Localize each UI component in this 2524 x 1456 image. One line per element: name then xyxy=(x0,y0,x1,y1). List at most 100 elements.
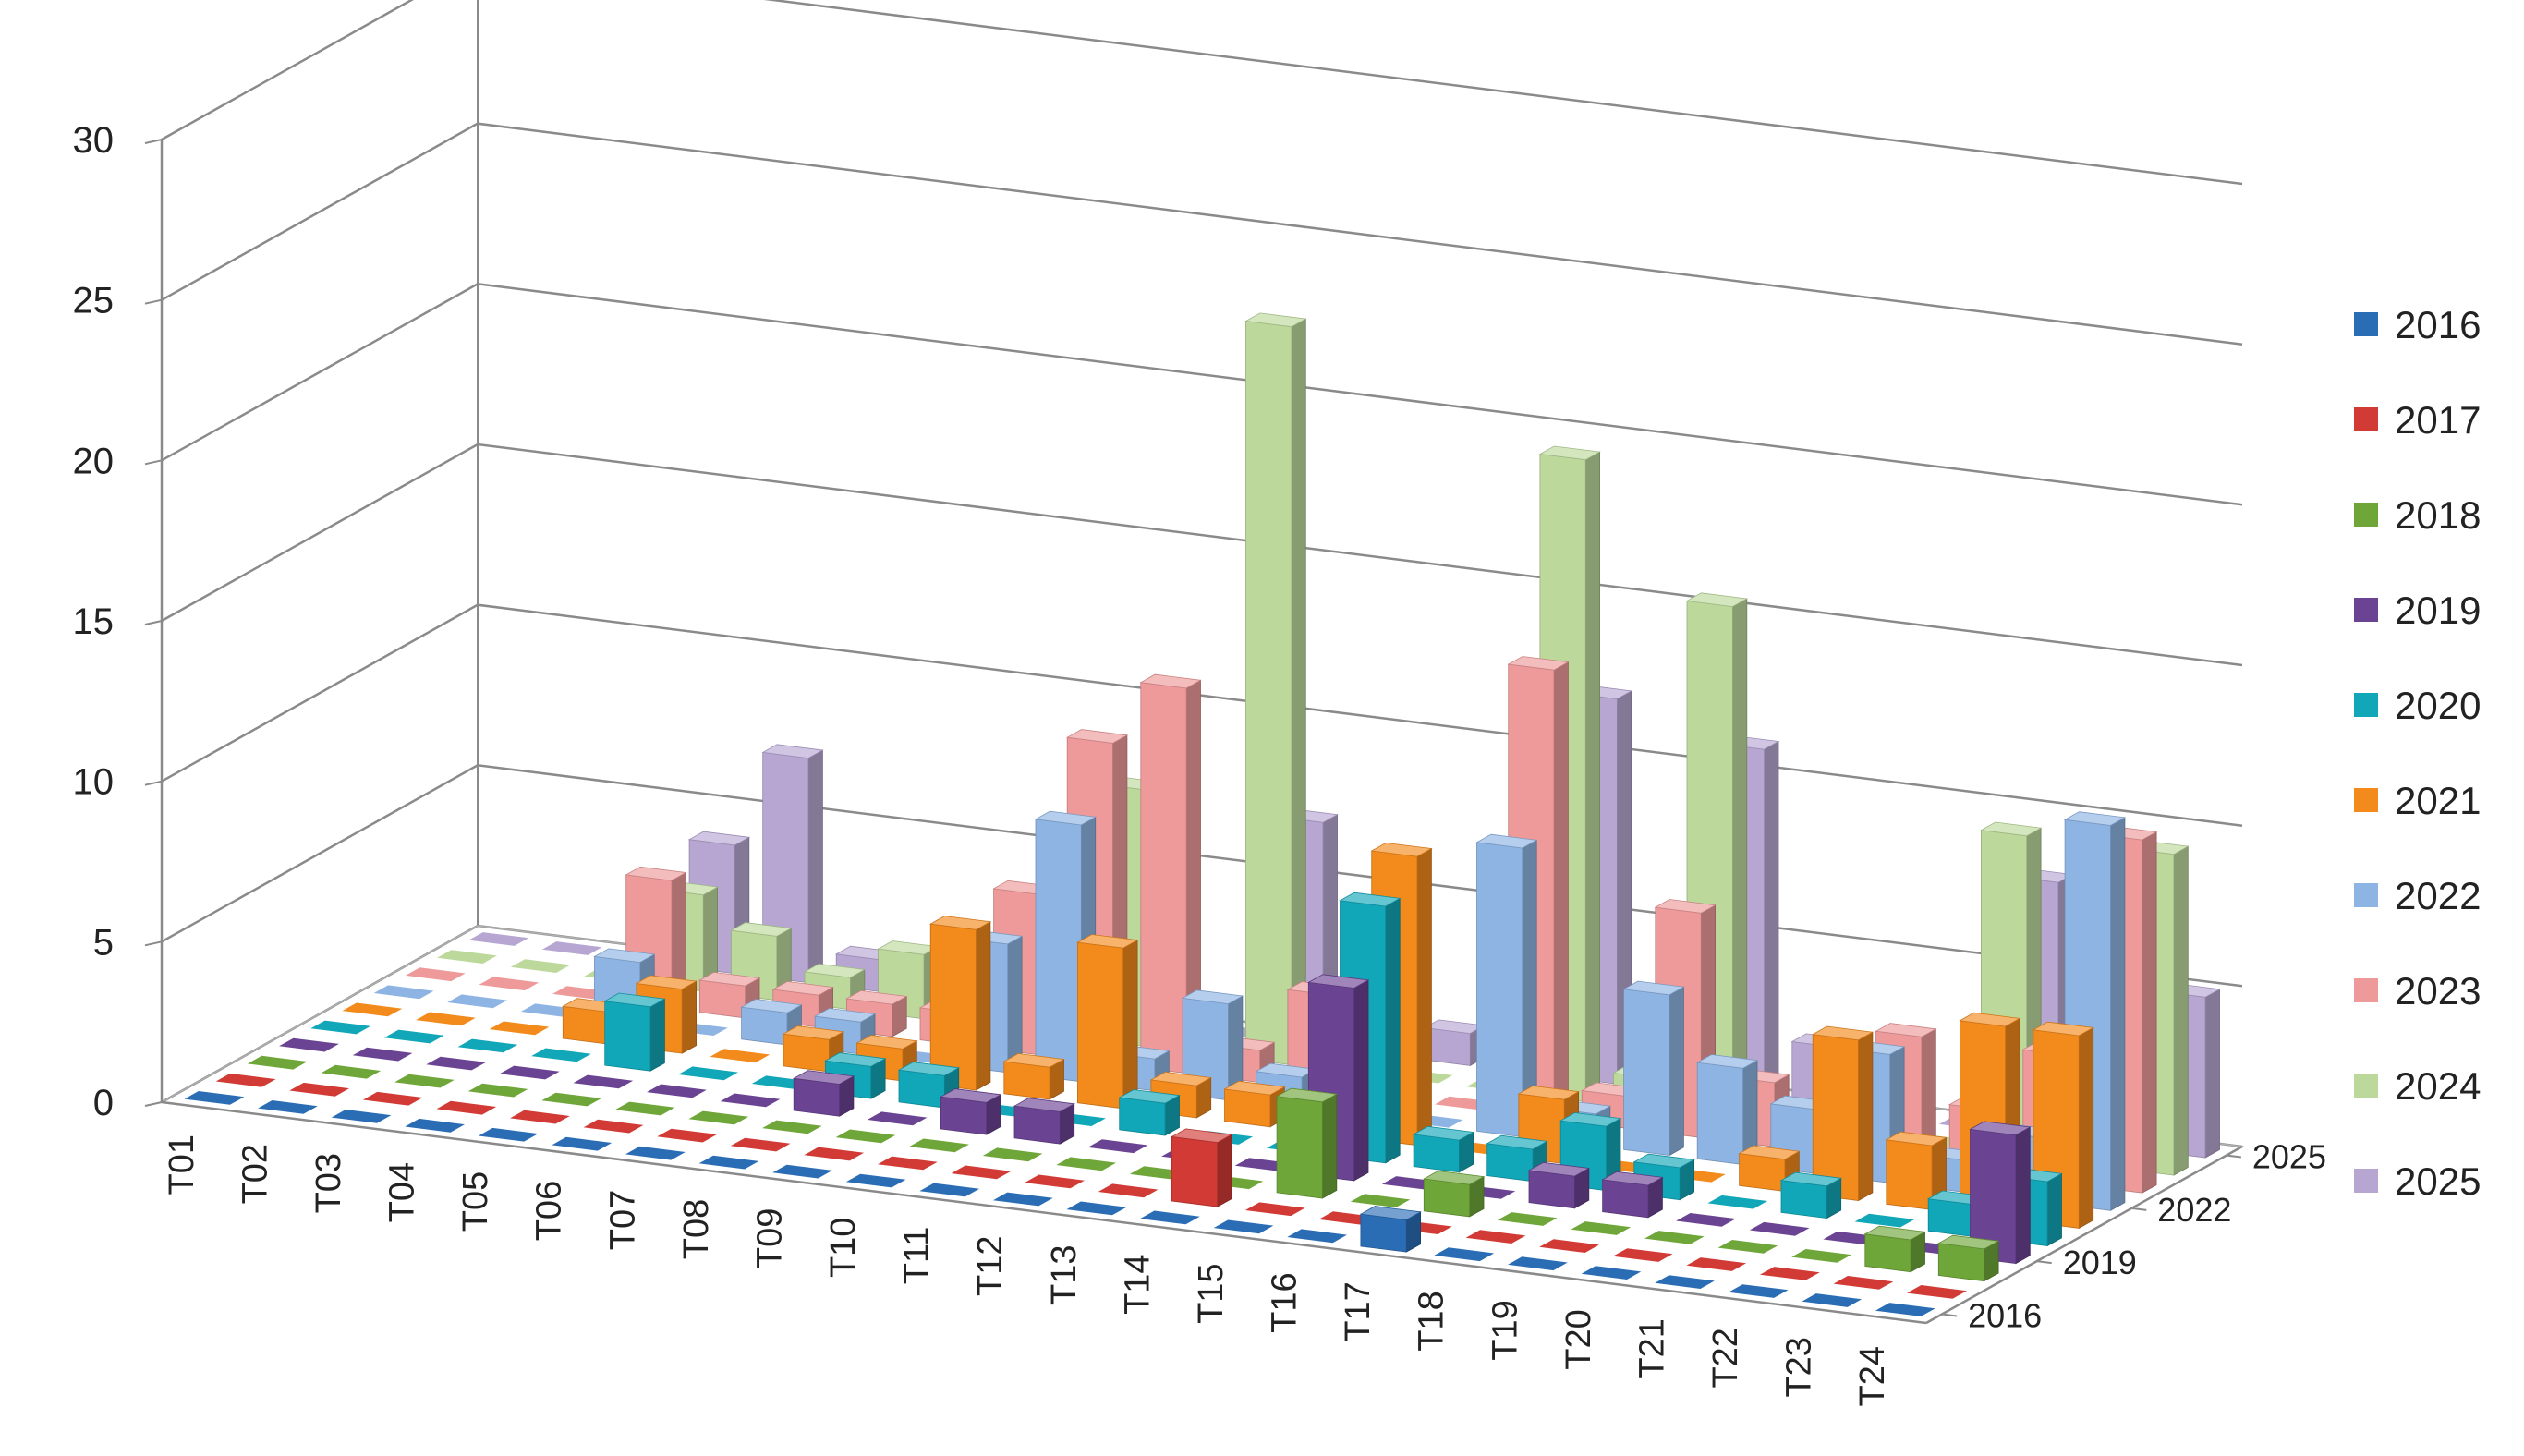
legend-label: 2019 xyxy=(2395,588,2481,632)
zero-marker xyxy=(1539,1239,1599,1253)
bar-top xyxy=(2063,811,2127,826)
y-tick-mark xyxy=(144,459,163,466)
x-axis-line xyxy=(161,1100,1927,1325)
bar-front xyxy=(1739,1153,1786,1192)
bar-side xyxy=(807,749,823,984)
bar-T21-2021 xyxy=(1811,1025,1875,1202)
zero-marker xyxy=(436,1100,497,1115)
legend-label: 2021 xyxy=(2395,779,2481,822)
bar-top xyxy=(603,992,666,1008)
bar-T07-2019 xyxy=(720,1093,781,1108)
zero-marker xyxy=(1686,1257,1747,1271)
bar-front xyxy=(698,979,746,1019)
bar-top xyxy=(855,1035,918,1050)
x-tick-label: T15 xyxy=(1192,1263,1231,1323)
bar-top xyxy=(1654,899,1717,914)
zero-marker xyxy=(215,1073,276,1087)
zero-marker xyxy=(405,1118,465,1133)
bar-T22-2016 xyxy=(1728,1284,1789,1298)
zero-marker xyxy=(720,1093,781,1108)
bar-top xyxy=(940,1088,1002,1103)
gridline-20 xyxy=(161,283,2243,506)
bar-T20-2020 xyxy=(1707,1195,1768,1209)
bar-T01-2024 xyxy=(437,950,497,964)
y-tick-label: 20 xyxy=(73,441,115,481)
zero-marker xyxy=(342,1002,403,1017)
bar-T10-2017 xyxy=(878,1156,938,1171)
zero-marker xyxy=(710,1049,771,1063)
zero-marker xyxy=(845,1173,906,1188)
bar-T02-2020 xyxy=(383,1029,444,1044)
bar-front xyxy=(1486,1143,1534,1183)
bar-T11-2017 xyxy=(951,1165,1012,1180)
bar-top xyxy=(1339,892,1402,907)
x-tick-label: T04 xyxy=(382,1162,421,1222)
x-tick-label: T08 xyxy=(677,1199,716,1259)
legend-swatch xyxy=(2354,407,2378,431)
bar-side xyxy=(1416,847,1432,1147)
bar-top xyxy=(1632,1153,1695,1169)
bar-T05-2025 xyxy=(761,744,824,984)
bar-front xyxy=(1937,1243,1985,1282)
bar-T12-2024 xyxy=(1244,312,1307,1066)
bar-side xyxy=(1584,451,1600,1103)
zero-marker xyxy=(1497,1212,1558,1226)
bar-T01-2019 xyxy=(279,1037,339,1052)
bar-top xyxy=(1738,1145,1801,1160)
zero-marker xyxy=(373,985,434,1000)
bar-T03-2019 xyxy=(426,1056,486,1071)
bar-T12-2020 xyxy=(1118,1089,1181,1136)
zero-marker xyxy=(499,1065,560,1080)
bar-front xyxy=(1077,941,1124,1110)
bars-layer xyxy=(184,312,2221,1316)
bar-T08-2017 xyxy=(730,1137,791,1152)
bar-T13-2017 xyxy=(1098,1183,1159,1198)
zero-marker xyxy=(583,1119,644,1134)
bar-top xyxy=(803,963,867,978)
depth-tick-mark xyxy=(2226,1154,2242,1159)
zero-marker xyxy=(394,1074,455,1088)
bar-T24-2016 xyxy=(1875,1303,1935,1316)
bar-T08-2019 xyxy=(792,1070,855,1117)
x-tick-label: T14 xyxy=(1118,1254,1157,1314)
bar-side xyxy=(1385,897,1401,1164)
bar-side xyxy=(2110,817,2126,1211)
bar-T16-2018 xyxy=(1350,1194,1411,1207)
bar-top xyxy=(1065,729,1129,744)
bar-front xyxy=(783,1033,830,1073)
zero-marker xyxy=(247,1055,308,1070)
bar-top xyxy=(2032,1021,2094,1037)
legend-item-2017: 2017 xyxy=(2354,398,2481,442)
bar-T02-2016 xyxy=(258,1100,318,1114)
bar-T05-2020 xyxy=(603,992,666,1072)
bar-T18-2022 xyxy=(1622,980,1685,1157)
bar-top xyxy=(1475,833,1538,849)
y-tick-label: 0 xyxy=(93,1083,114,1123)
x-tick-label: T23 xyxy=(1780,1337,1819,1397)
zero-marker xyxy=(510,959,571,973)
zero-marker xyxy=(804,1147,865,1161)
legend-swatch xyxy=(2354,598,2378,622)
depth-tick-mark xyxy=(2131,1207,2147,1211)
zero-marker xyxy=(1066,1201,1127,1216)
bar-side xyxy=(1007,935,1023,1074)
zero-marker xyxy=(1791,1249,1851,1263)
zero-marker xyxy=(1098,1183,1159,1198)
bar-front xyxy=(1360,1213,1407,1253)
legend-item-2019: 2019 xyxy=(2354,588,2481,632)
bar-top xyxy=(1118,1089,1181,1104)
zero-marker xyxy=(867,1111,928,1126)
y-tick-mark xyxy=(144,620,163,625)
bar-T14-2017 xyxy=(1171,1128,1233,1207)
zero-marker xyxy=(1056,1157,1117,1171)
x-tick-label: T06 xyxy=(530,1181,569,1241)
bar-front xyxy=(741,1006,788,1046)
zero-marker xyxy=(1350,1194,1411,1207)
zero-marker xyxy=(467,1083,528,1098)
bar-front xyxy=(1423,1178,1470,1218)
zero-marker xyxy=(1676,1213,1736,1227)
y-tick-mark xyxy=(144,298,163,305)
legend: 2016 2017 2018 2019 2020 2021 2022 2023 2024 2025 xyxy=(2354,303,2481,1203)
bar-T04-2017 xyxy=(436,1100,497,1115)
